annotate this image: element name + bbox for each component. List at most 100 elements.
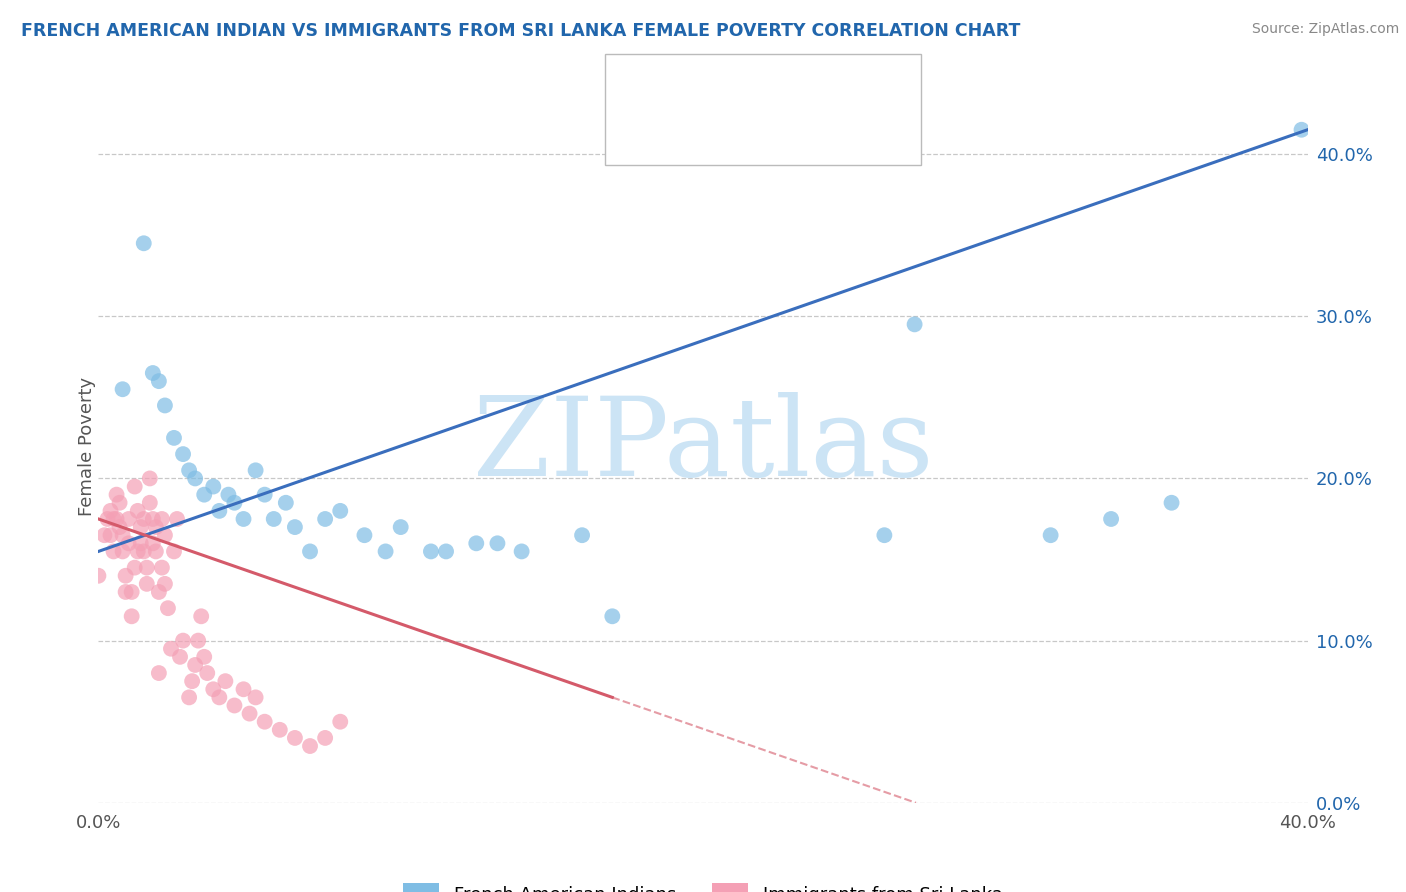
Text: R =: R = — [665, 122, 704, 140]
Point — [145, 544, 167, 558]
Point — [187, 633, 209, 648]
Text: R =: R = — [665, 82, 704, 100]
Point — [129, 536, 152, 550]
Legend: French American Indians, Immigrants from Sri Lanka: French American Indians, Immigrants from… — [396, 876, 1010, 892]
Point — [132, 236, 155, 251]
Point — [274, 496, 297, 510]
Point — [1039, 528, 1062, 542]
Point — [284, 731, 307, 745]
Point — [263, 512, 285, 526]
Point — [111, 382, 134, 396]
Point — [314, 512, 336, 526]
Point — [129, 520, 152, 534]
Point — [245, 463, 267, 477]
Text: ZIPatlas: ZIPatlas — [472, 392, 934, 500]
Point — [486, 536, 509, 550]
Point — [214, 674, 236, 689]
Point — [156, 601, 179, 615]
Point — [148, 374, 170, 388]
Text: -0.210: -0.210 — [696, 122, 754, 140]
Point — [124, 479, 146, 493]
Point — [132, 512, 155, 526]
Point — [142, 512, 165, 526]
Point — [169, 649, 191, 664]
Text: FRENCH AMERICAN INDIAN VS IMMIGRANTS FROM SRI LANKA FEMALE POVERTY CORRELATION C: FRENCH AMERICAN INDIAN VS IMMIGRANTS FRO… — [21, 22, 1021, 40]
Point — [420, 544, 443, 558]
Point — [873, 528, 896, 542]
Point — [245, 690, 267, 705]
Point — [510, 544, 533, 558]
Point — [184, 471, 207, 485]
Point — [139, 471, 162, 485]
Text: Source: ZipAtlas.com: Source: ZipAtlas.com — [1251, 22, 1399, 37]
Point — [253, 714, 276, 729]
Point — [389, 520, 412, 534]
Point — [87, 568, 110, 582]
Point — [114, 568, 136, 582]
Point — [202, 479, 225, 493]
Point — [232, 682, 254, 697]
Point — [314, 731, 336, 745]
Point — [269, 723, 291, 737]
Point — [153, 528, 176, 542]
Point — [142, 536, 165, 550]
Point — [150, 512, 173, 526]
Point — [118, 512, 141, 526]
Point — [465, 536, 488, 550]
Point — [142, 366, 165, 380]
Point — [163, 544, 186, 558]
Point — [329, 504, 352, 518]
Point — [124, 560, 146, 574]
Point — [103, 544, 125, 558]
Point — [1099, 512, 1122, 526]
Point — [163, 431, 186, 445]
Point — [172, 447, 194, 461]
Point — [190, 609, 212, 624]
Point — [127, 504, 149, 518]
Point — [1160, 496, 1182, 510]
Point — [329, 714, 352, 729]
Point — [148, 585, 170, 599]
Point — [253, 488, 276, 502]
Point — [602, 609, 624, 624]
Point — [105, 488, 128, 502]
Point — [299, 739, 322, 753]
Point — [139, 496, 162, 510]
Point — [153, 577, 176, 591]
Point — [181, 674, 204, 689]
Point — [145, 520, 167, 534]
Point — [105, 512, 128, 526]
Point — [108, 520, 131, 534]
Point — [179, 690, 201, 705]
Point — [184, 657, 207, 672]
Point — [111, 528, 134, 542]
Point — [202, 682, 225, 697]
Point — [284, 520, 307, 534]
Point — [121, 585, 143, 599]
Point — [353, 528, 375, 542]
Text: N = 39: N = 39 — [761, 82, 824, 100]
Point — [103, 512, 125, 526]
Point — [193, 649, 215, 664]
Point — [148, 666, 170, 681]
Point — [132, 544, 155, 558]
Point — [179, 463, 201, 477]
Point — [224, 698, 246, 713]
Text: 0.595: 0.595 — [696, 82, 754, 100]
Point — [93, 528, 115, 542]
Point — [434, 544, 457, 558]
Point — [118, 536, 141, 550]
Point — [111, 544, 134, 558]
Point — [108, 496, 131, 510]
Point — [299, 544, 322, 558]
Point — [114, 585, 136, 599]
Point — [100, 504, 122, 518]
Text: N = 67: N = 67 — [761, 122, 824, 140]
Point — [172, 633, 194, 648]
Point — [121, 609, 143, 624]
Point — [193, 488, 215, 502]
Point — [217, 488, 239, 502]
Point — [904, 318, 927, 332]
Point — [135, 577, 157, 591]
Point — [160, 641, 183, 656]
